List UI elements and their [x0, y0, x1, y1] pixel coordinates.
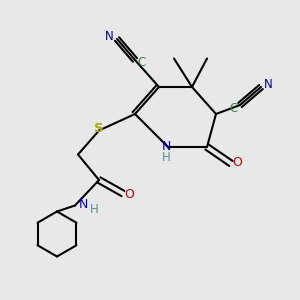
Text: N: N — [264, 77, 273, 91]
Text: O: O — [232, 155, 242, 169]
Text: H: H — [162, 151, 171, 164]
Text: N: N — [105, 29, 114, 43]
Text: S: S — [94, 122, 103, 136]
Text: O: O — [125, 188, 134, 202]
Text: N: N — [79, 197, 88, 211]
Text: C: C — [137, 56, 145, 70]
Text: C: C — [230, 101, 238, 115]
Text: N: N — [162, 140, 171, 153]
Text: H: H — [90, 202, 99, 216]
